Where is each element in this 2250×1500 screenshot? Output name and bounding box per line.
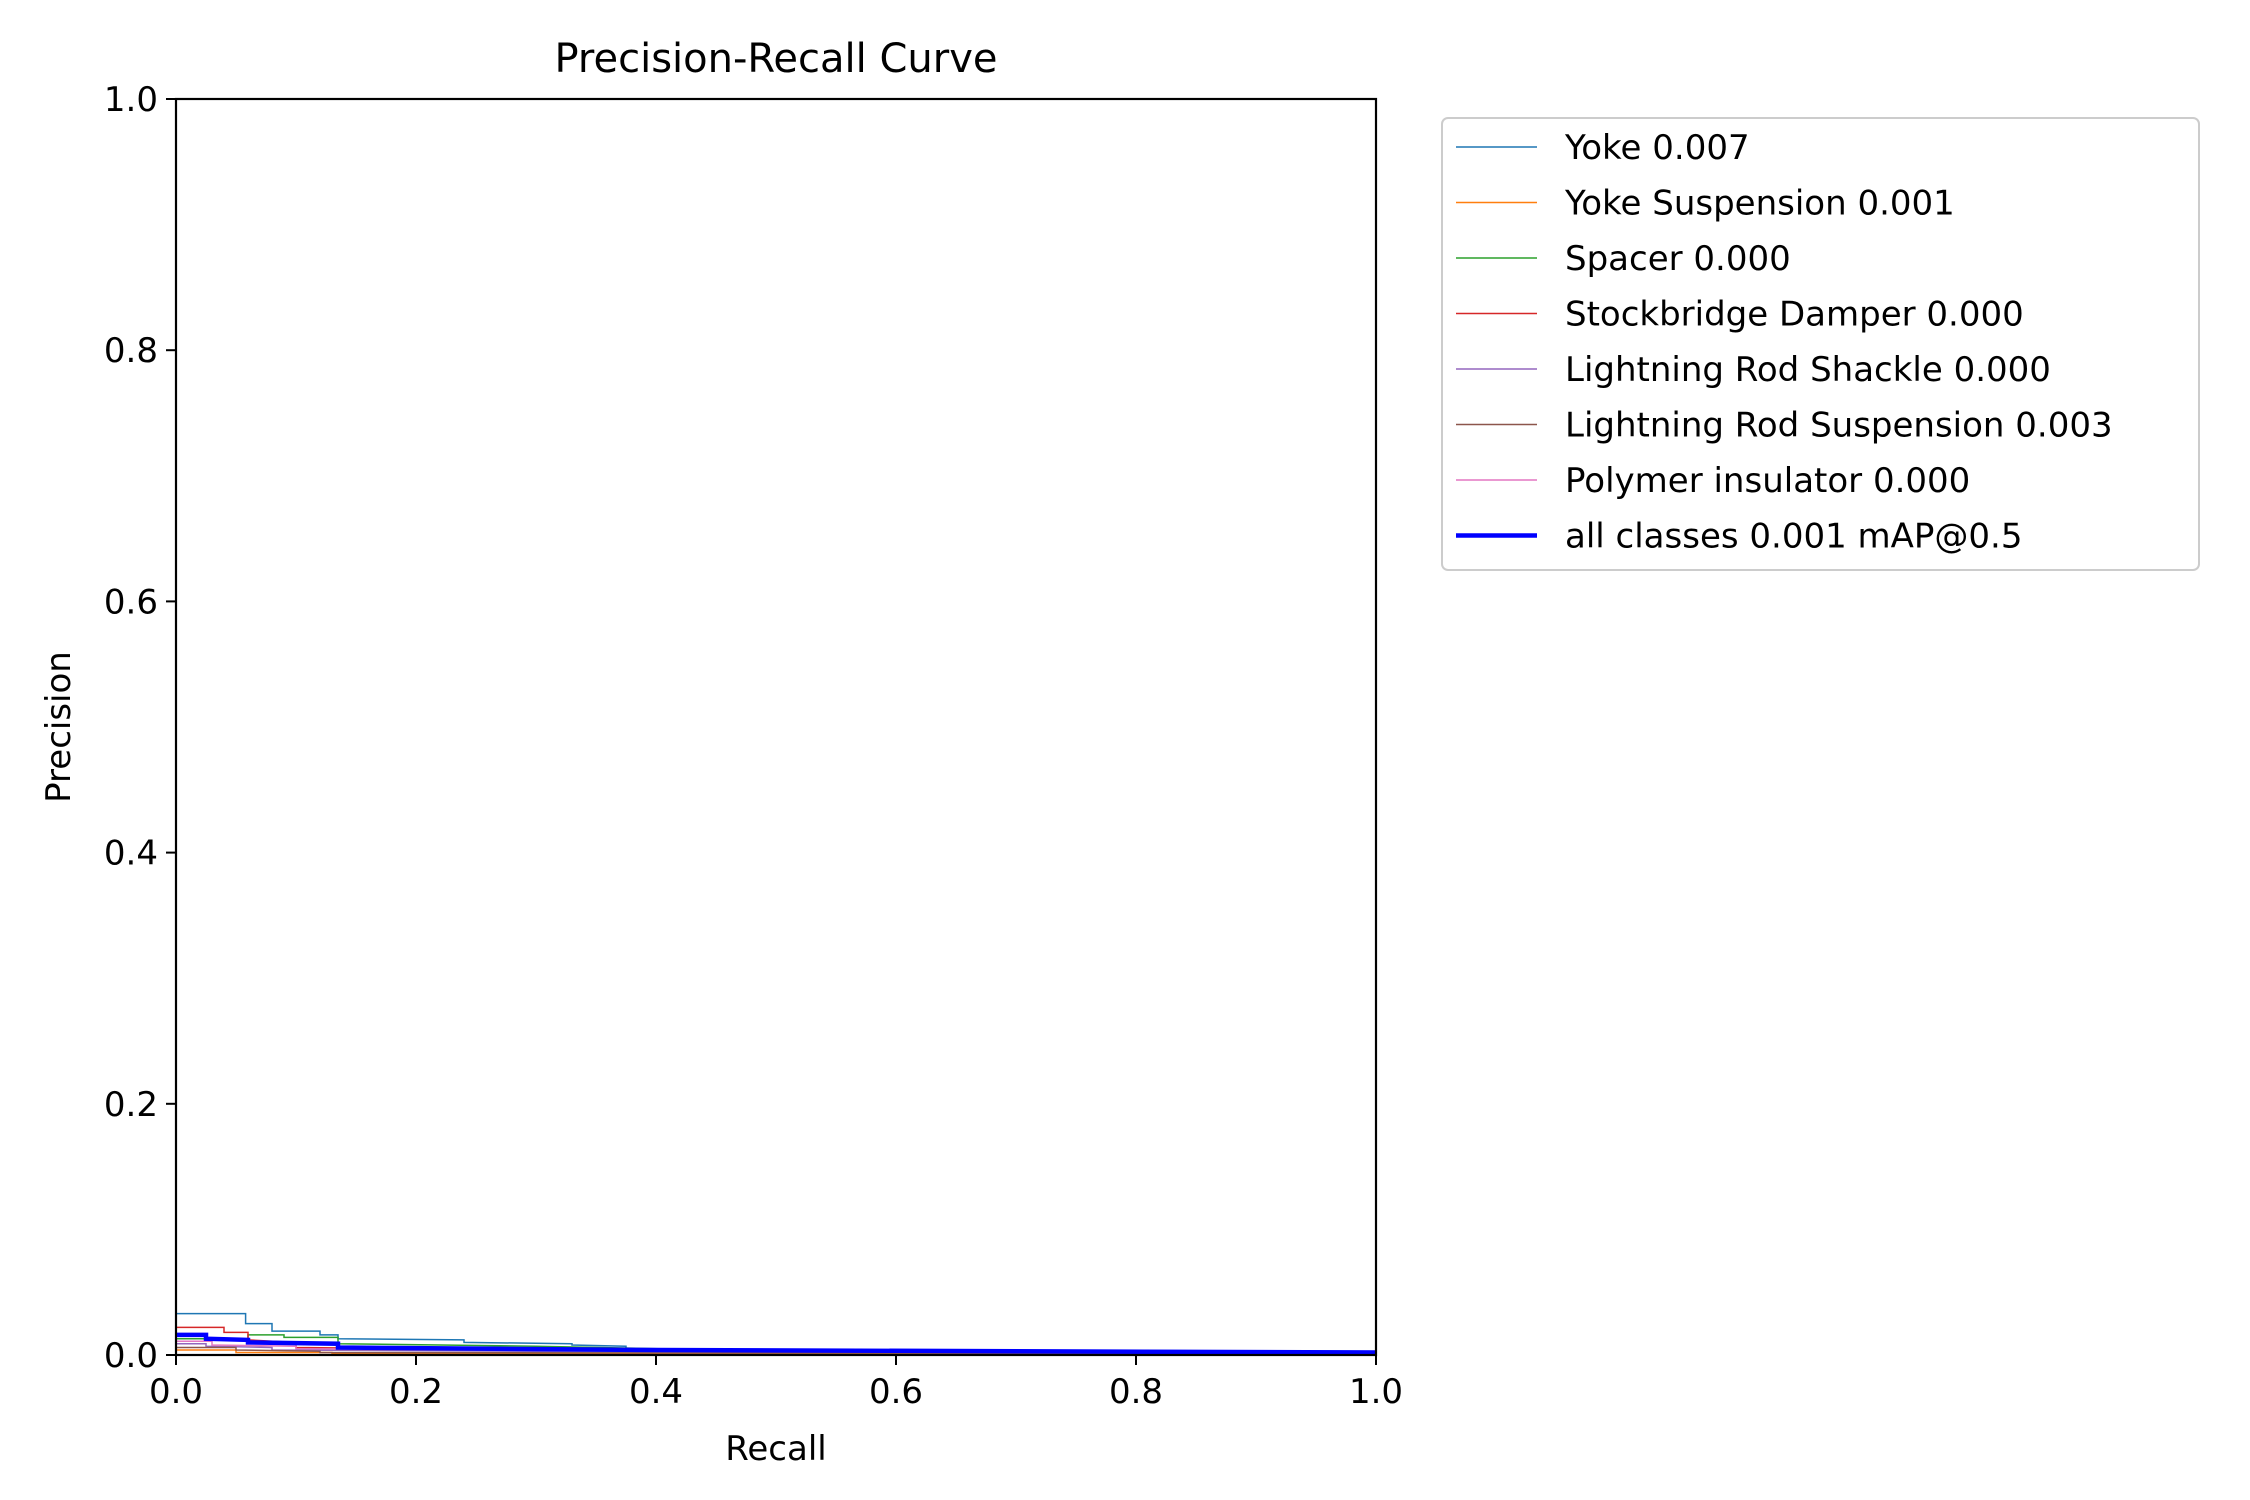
series-line-7 xyxy=(176,1332,1377,1355)
x-tick-label: 0.4 xyxy=(629,1372,683,1412)
x-tick-label: 0.2 xyxy=(389,1372,443,1412)
y-tick-label: 0.6 xyxy=(104,582,158,622)
legend-label-7: all classes 0.001 mAP@0.5 xyxy=(1565,517,2022,557)
y-axis-ticks: 0.0 0.2 0.4 0.6 0.8 1.0 xyxy=(104,80,176,1376)
legend-frame xyxy=(1441,117,2200,571)
x-axis-label: Recall xyxy=(725,1429,826,1469)
x-tick-label: 1.0 xyxy=(1349,1372,1403,1412)
legend-label-5: Lightning Rod Suspension 0.003 xyxy=(1565,406,2113,446)
series-line-1 xyxy=(176,1349,1377,1356)
chart-title: Precision-Recall Curve xyxy=(555,36,998,82)
legend-label-0: Yoke 0.007 xyxy=(1564,128,1750,168)
y-tick-label: 0.4 xyxy=(104,834,158,874)
series-layer xyxy=(176,1312,1377,1356)
y-tick-label: 0.0 xyxy=(104,1336,158,1376)
x-tick-label: 0.8 xyxy=(1109,1372,1163,1412)
plot-frame xyxy=(174,97,1378,1357)
legend-label-2: Spacer 0.000 xyxy=(1565,239,1791,279)
x-tick-label: 0.6 xyxy=(869,1372,923,1412)
y-tick-label: 0.8 xyxy=(104,331,158,371)
y-tick-label: 1.0 xyxy=(104,80,158,120)
legend-label-3: Stockbridge Damper 0.000 xyxy=(1565,295,2024,335)
y-tick-label: 0.2 xyxy=(104,1085,158,1125)
legend-label-1: Yoke Suspension 0.001 xyxy=(1564,184,1955,224)
series-line-5 xyxy=(176,1346,1377,1355)
legend-label-4: Lightning Rod Shackle 0.000 xyxy=(1565,350,2051,390)
legend: Yoke 0.007 Yoke Suspension 0.001 Spacer 0.… xyxy=(1441,117,2200,571)
x-tick-label: 0.0 xyxy=(149,1372,203,1412)
legend-label-6: Polymer insulator 0.000 xyxy=(1565,461,1970,501)
y-axis-label: Precision xyxy=(39,651,79,803)
x-axis-ticks: 0.0 0.2 0.4 0.6 0.8 1.0 xyxy=(149,1355,1403,1412)
